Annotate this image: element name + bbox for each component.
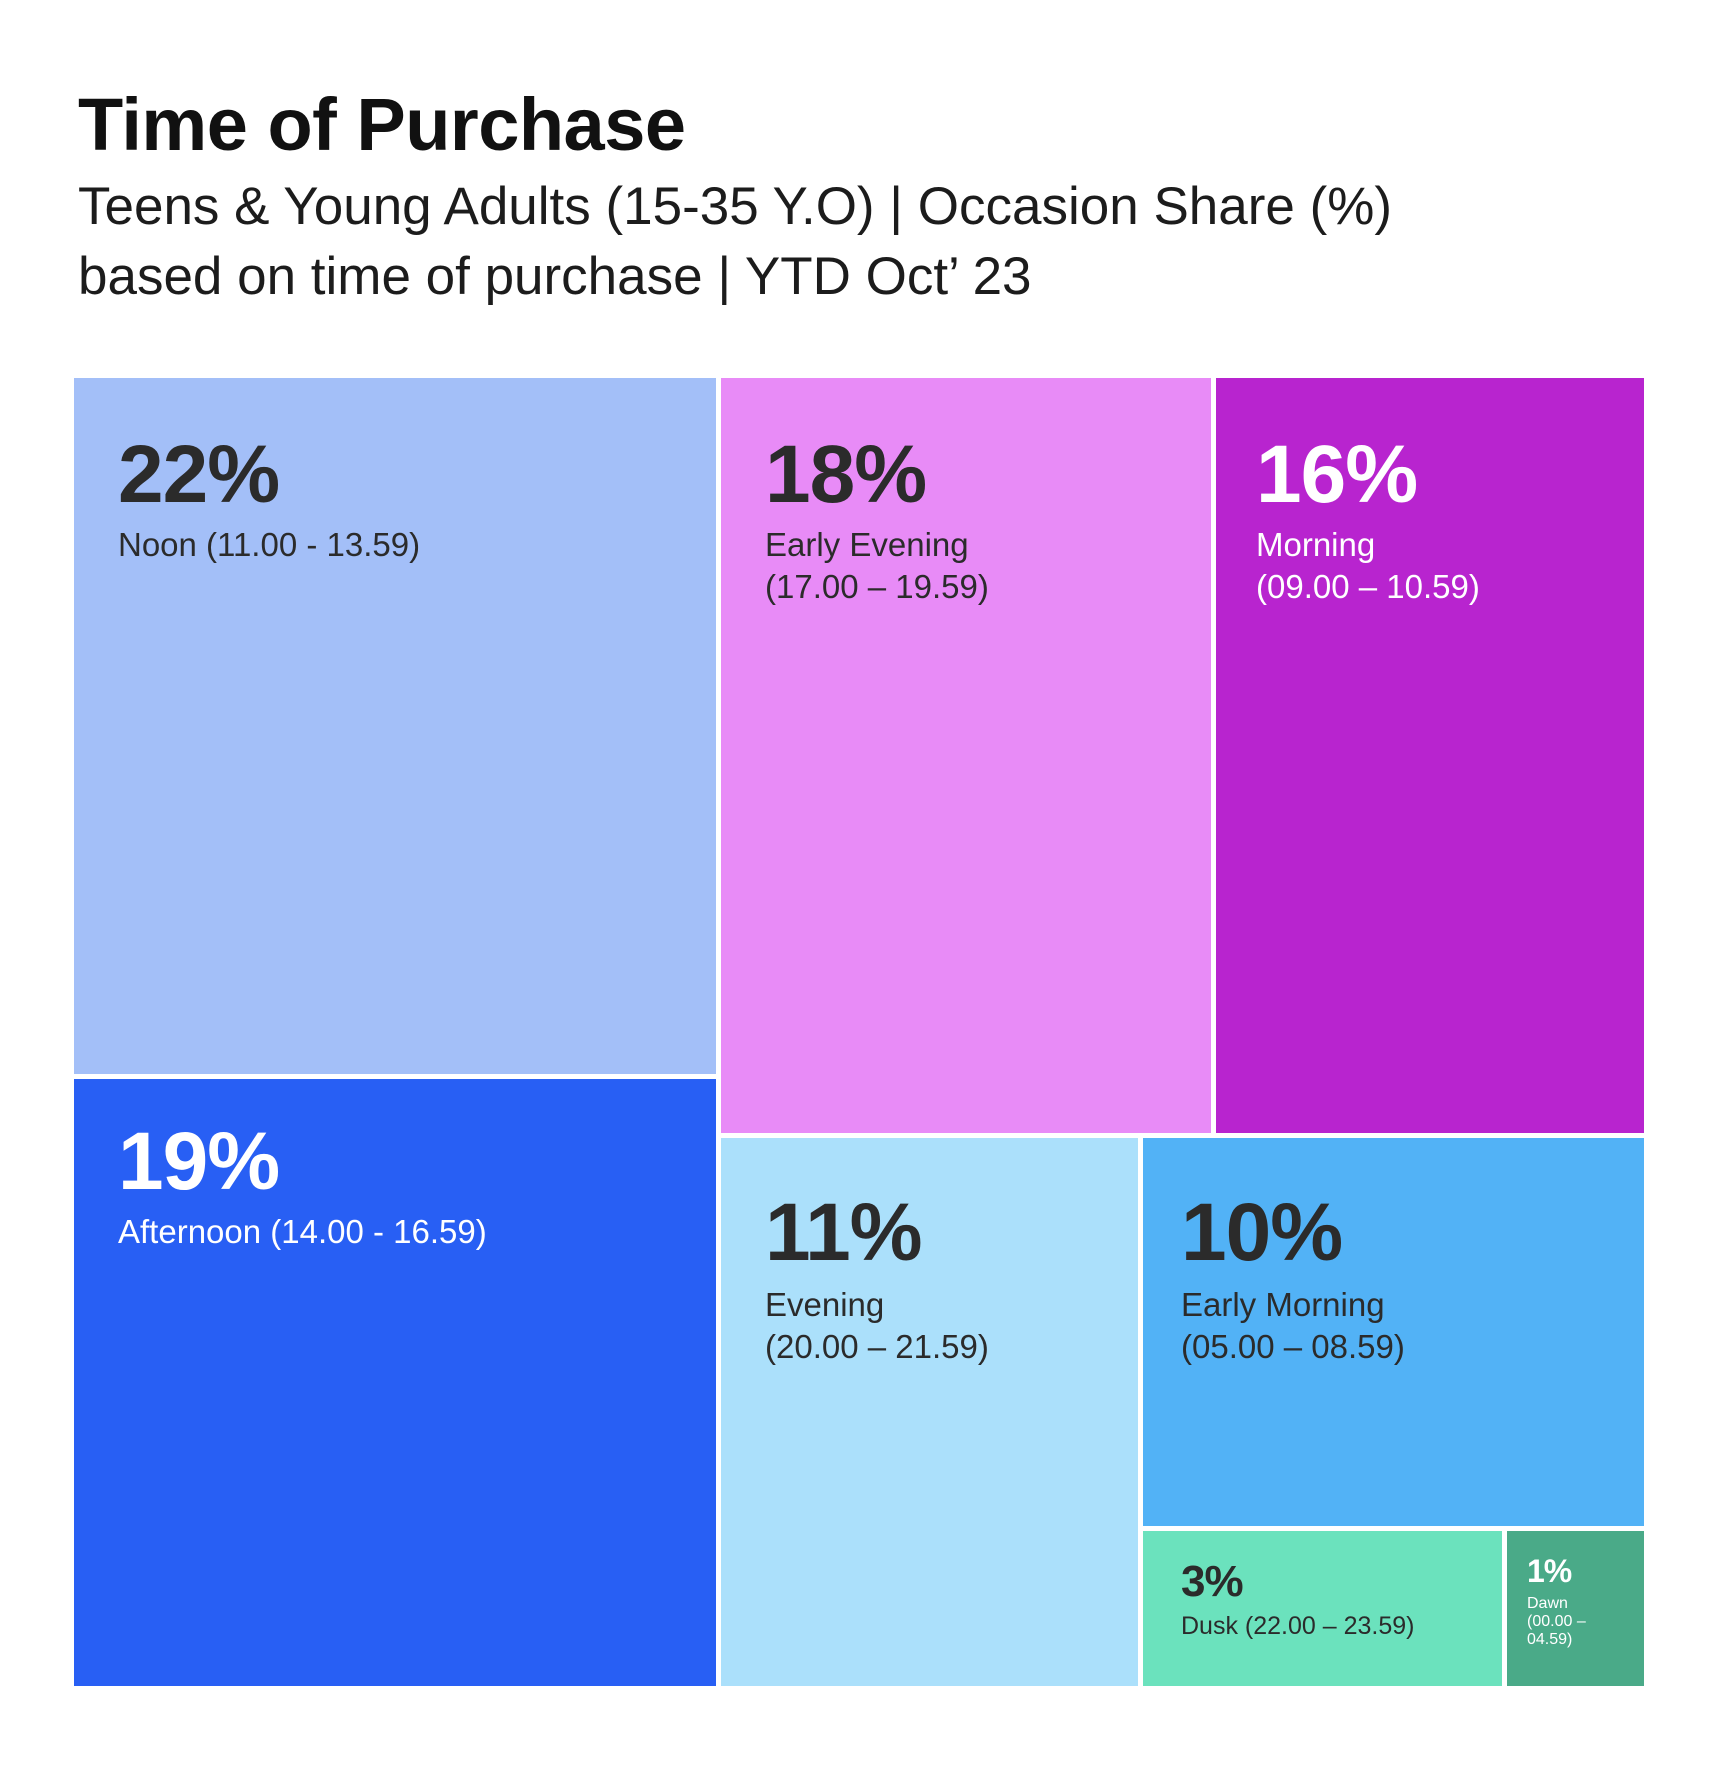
subtitle-line-1: Teens & Young Adults (15-35 Y.O) | Occas… (78, 177, 1393, 236)
treemap-category-label: Noon (11.00 - 13.59) (118, 526, 421, 563)
treemap-tile-early-evening: 18% Early Evening (17.00 – 19.59) (721, 378, 1211, 1133)
treemap-value-label: 3% (1181, 1557, 1244, 1606)
treemap-tile-morning: 16% Morning (09.00 – 10.59) (1216, 378, 1644, 1133)
subtitle-line-2: based on time of purchase | YTD Oct’ 23 (78, 247, 1032, 306)
treemap-value-label: 16% (1256, 429, 1418, 520)
treemap-value-label: 19% (118, 1116, 280, 1207)
treemap-category-label: Early Morning (05.00 – 08.59) (1181, 1286, 1405, 1365)
treemap-category-label: Evening (20.00 – 21.59) (765, 1286, 989, 1365)
treemap-value-label: 10% (1181, 1187, 1343, 1278)
treemap-tile-dusk: 3% Dusk (22.00 – 23.59) (1143, 1531, 1502, 1686)
treemap-tile-afternoon: 19% Afternoon (14.00 - 16.59) (74, 1079, 716, 1686)
treemap-category-label: Morning (09.00 – 10.59) (1256, 526, 1480, 605)
treemap-tile-early-morning: 10% Early Morning (05.00 – 08.59) (1143, 1138, 1644, 1526)
treemap-category-label: Afternoon (14.00 - 16.59) (118, 1213, 487, 1250)
treemap-value-label: 22% (118, 429, 280, 520)
treemap-category-label: Early Evening (17.00 – 19.59) (765, 526, 989, 605)
chart-title: Time of Purchase (78, 83, 686, 166)
treemap-tile-evening: 11% Evening (20.00 – 21.59) (721, 1138, 1138, 1686)
treemap-category-label: Dawn (00.00 – 04.59) (1527, 1595, 1586, 1648)
treemap-value-label: 1% (1527, 1553, 1572, 1589)
treemap-category-label: Dusk (22.00 – 23.59) (1181, 1612, 1415, 1640)
chart-subtitle: Teens & Young Adults (15-35 Y.O) | Occas… (78, 172, 1392, 312)
treemap-value-label: 18% (765, 429, 927, 520)
treemap-tile-noon: 22% Noon (11.00 - 13.59) (74, 378, 716, 1074)
treemap-tile-dawn: 1% Dawn (00.00 – 04.59) (1507, 1531, 1644, 1686)
treemap-value-label: 11% (765, 1187, 923, 1278)
